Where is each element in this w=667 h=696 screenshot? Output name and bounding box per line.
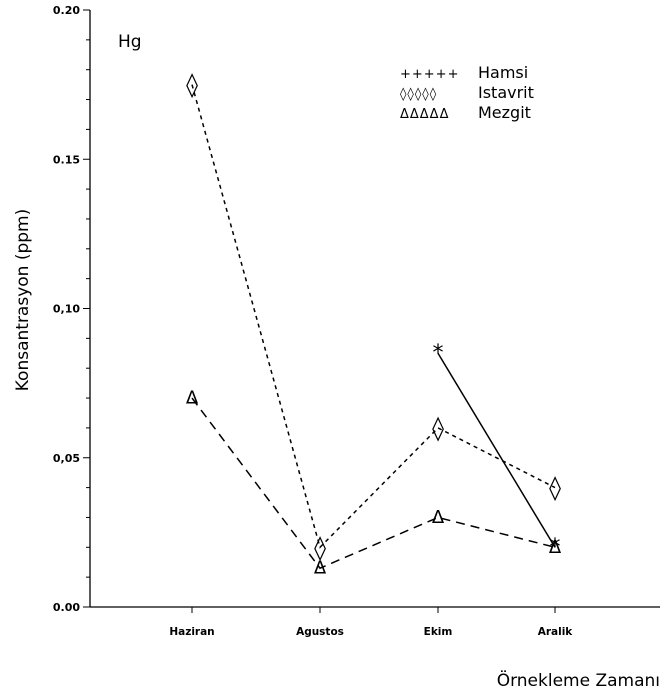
y-tick-label: 0.15 bbox=[53, 153, 80, 166]
legend-label-istavrit: Istavrit bbox=[478, 83, 534, 102]
y-tick-label: 0.00 bbox=[53, 601, 80, 614]
x-tick-label: Ekim bbox=[424, 626, 453, 638]
legend-label-hamsi: Hamsi bbox=[478, 63, 528, 82]
data-point-hamsi: * bbox=[550, 535, 561, 560]
series-line-hamsi bbox=[437, 352, 556, 548]
legend-symbol-istavrit: ◊◊◊◊◊ bbox=[400, 87, 437, 102]
legend-symbol-hamsi: +++++ bbox=[400, 67, 459, 82]
series-line-mezgit bbox=[191, 397, 556, 570]
y-tick-label: 0,05 bbox=[53, 452, 80, 465]
y-tick-label: 0,10 bbox=[53, 303, 80, 316]
data-point-istavrit: ◊ bbox=[432, 414, 444, 442]
data-point-mezgit: Δ bbox=[314, 558, 327, 579]
element-label: Hg bbox=[118, 32, 142, 52]
series-line-istavrit bbox=[191, 84, 556, 549]
data-point-istavrit: ◊ bbox=[549, 474, 561, 502]
axes: 0.00 0,05 0,10 0.15 0.20 Haziran Agustos Ekim Ar… bbox=[53, 4, 660, 638]
x-axis-title: Örnekleme Zamanı bbox=[497, 669, 660, 691]
y-axis-title: Konsantrasyon (ppm) bbox=[13, 209, 33, 392]
y-tick-label: 0.20 bbox=[53, 4, 80, 17]
data-point-istavrit: ◊ bbox=[314, 533, 326, 561]
legend: +++++ Hamsi ◊◊◊◊◊ Istavrit ΔΔΔΔΔ Mezgit bbox=[400, 63, 534, 122]
x-tick-label: Agustos bbox=[296, 626, 344, 638]
x-tick-label: Haziran bbox=[169, 626, 214, 638]
legend-label-mezgit: Mezgit bbox=[478, 103, 531, 122]
legend-symbol-mezgit: ΔΔΔΔΔ bbox=[400, 107, 449, 122]
series-layer: **◊◊◊◊ΔΔΔΔ bbox=[186, 71, 562, 579]
data-point-mezgit: Δ bbox=[549, 537, 562, 558]
data-point-mezgit: Δ bbox=[432, 507, 445, 528]
data-point-istavrit: ◊ bbox=[186, 71, 198, 99]
data-point-mezgit: Δ bbox=[186, 388, 199, 409]
data-point-hamsi: * bbox=[433, 341, 444, 366]
x-tick-label: Aralik bbox=[538, 626, 574, 638]
